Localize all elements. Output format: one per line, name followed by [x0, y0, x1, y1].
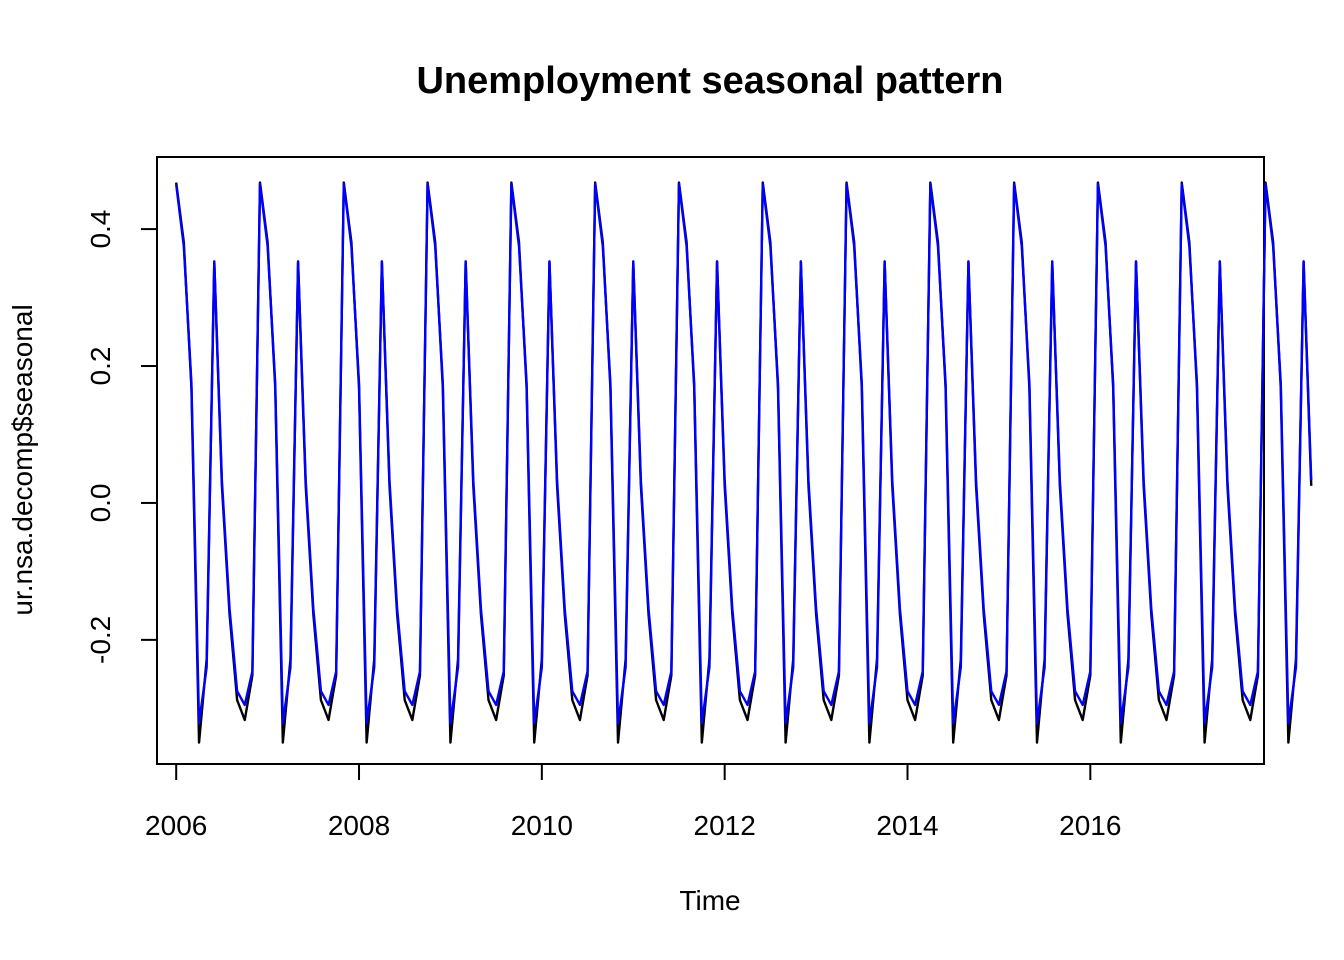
y-tick-label: -0.2	[85, 616, 116, 664]
x-axis: 2006 2008 2010 2012 2014 2016	[145, 763, 1121, 841]
y-tick-label: 0.0	[85, 483, 116, 522]
y-axis-label: ur.nsa.decomp$seasonal	[7, 304, 38, 615]
x-tick-label: 2014	[876, 810, 938, 841]
y-tick-label: 0.2	[85, 347, 116, 386]
x-axis-label: Time	[679, 885, 740, 916]
y-axis: -0.2 0.0 0.2 0.4	[85, 210, 158, 664]
series-layer	[175, 181, 1313, 744]
series-line-2	[175, 182, 1313, 725]
x-tick-label: 2008	[328, 810, 390, 841]
y-tick-label: 0.4	[85, 210, 116, 249]
x-tick-label: 2006	[145, 810, 207, 841]
x-tick-label: 2012	[694, 810, 756, 841]
series-line-1	[175, 181, 1313, 744]
chart-title: Unemployment seasonal pattern	[416, 60, 1003, 102]
x-tick-label: 2016	[1059, 810, 1121, 841]
x-tick-label: 2010	[511, 810, 573, 841]
